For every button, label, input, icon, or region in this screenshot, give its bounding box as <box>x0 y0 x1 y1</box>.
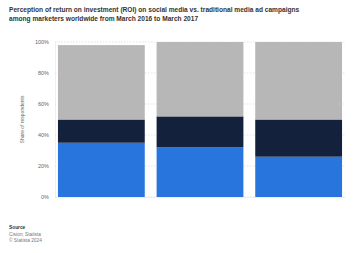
bar-segment <box>255 42 342 120</box>
tick-label: 0% <box>41 194 49 200</box>
bar-segment <box>157 147 244 197</box>
bar-segment <box>255 120 342 157</box>
tick: 20% <box>38 163 55 169</box>
chart: Perception of return on investment (ROI)… <box>0 0 355 253</box>
tick-label: 100% <box>35 39 49 45</box>
bar-segment <box>157 116 244 147</box>
bar-segment <box>58 120 145 143</box>
title: Perception of return on investment (ROI)… <box>9 6 300 23</box>
tick: 0% <box>41 194 55 200</box>
plot: 0% 20% 40% 60% 80% 100% <box>35 39 346 200</box>
tick: 80% <box>38 70 55 76</box>
tick-label: 80% <box>38 70 49 76</box>
source: © Statista 2024 <box>9 237 42 243</box>
tick-label: 20% <box>38 163 49 169</box>
bar-segment <box>255 157 342 197</box>
tick: 60% <box>38 101 55 107</box>
bar-segment <box>157 42 244 116</box>
source: Cision; Statista <box>9 232 41 237</box>
tick: 40% <box>38 132 55 138</box>
y-axis-title: Share of respondents <box>19 95 25 143</box>
x-axis-line <box>56 197 346 198</box>
x-axis <box>56 197 346 199</box>
grid <box>55 42 345 197</box>
bar-segment <box>58 143 145 197</box>
y-axis: 0% 20% 40% 60% 80% 100% <box>35 39 56 200</box>
source: Source <box>9 225 26 230</box>
tick: 100% <box>35 39 55 45</box>
y-axis-line <box>55 43 56 198</box>
bars <box>58 42 342 197</box>
tick-label: 60% <box>38 101 49 107</box>
tick-label: 40% <box>38 132 49 138</box>
bar-segment <box>58 45 145 119</box>
